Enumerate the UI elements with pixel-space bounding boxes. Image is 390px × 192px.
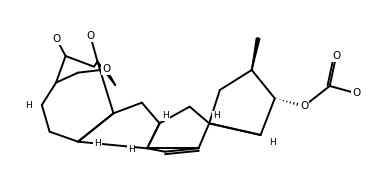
Text: O: O xyxy=(86,31,94,41)
Text: H: H xyxy=(213,112,220,121)
Text: O: O xyxy=(352,88,360,98)
Polygon shape xyxy=(252,38,260,70)
Text: H: H xyxy=(94,139,101,148)
Text: H: H xyxy=(162,112,169,121)
Text: H: H xyxy=(25,100,32,109)
Text: O: O xyxy=(300,101,308,111)
Text: H: H xyxy=(128,145,135,154)
Text: O: O xyxy=(102,64,110,74)
Text: O: O xyxy=(332,51,340,61)
Text: H: H xyxy=(269,138,276,147)
Text: O: O xyxy=(53,34,61,44)
